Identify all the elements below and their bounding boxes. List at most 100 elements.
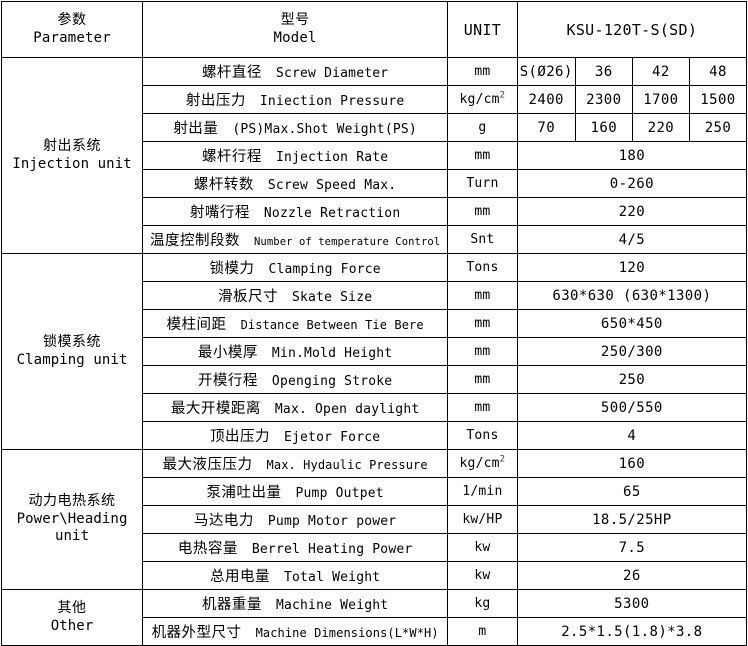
section-group-3: 其他 Other — [0, 589, 144, 646]
row-label-cell: 滑板尺寸 Skate Size — [142, 281, 449, 310]
row-value-cell: 2400 — [516, 85, 576, 114]
row-value-cell: 630*630 (630*1300) — [516, 281, 748, 310]
row-label-cn: 泵浦吐出量 — [206, 485, 282, 501]
row-label-cn: 螺杆行程 — [201, 149, 262, 165]
row-label-cell: 顶出压力 Ejetor Force — [142, 421, 449, 450]
row-value-cell: 2300 — [574, 85, 633, 114]
row-value: 1500 — [700, 91, 736, 108]
table-row: 温度控制段数 Number of temperature Control Snt 4/… — [2, 225, 748, 254]
unit-superscript: 2 — [499, 454, 506, 465]
row-unit-value: mm — [474, 316, 491, 331]
row-label-cn: 马达电力 — [193, 513, 254, 529]
row-label-en: Screw Diameter — [275, 66, 389, 81]
table-row: 最小模厚 Min.Mold Height mm 250/300 — [2, 337, 748, 366]
row-label-cn: 顶出压力 — [209, 429, 270, 445]
row-value: 2300 — [586, 91, 622, 108]
row-value-cell: 42 — [631, 57, 690, 86]
unit-superscript: 2 — [499, 90, 506, 101]
section-group-cn: 动力电热系统 — [28, 493, 116, 510]
row-value-cell: 250 — [688, 113, 748, 142]
row-value-cell: 500/550 — [516, 393, 748, 422]
row-value: 2400 — [528, 91, 564, 108]
row-value: 4 — [627, 427, 637, 444]
row-value-cell: 5300 — [516, 589, 748, 618]
row-unit-value: mm — [474, 64, 491, 79]
row-unit-cell: kg — [447, 589, 518, 618]
row-value-cell: 4/5 — [516, 225, 748, 254]
row-value: 18.5/25HP — [592, 511, 672, 528]
table-row: 动力电热系统 Power\Heading unit 最大液压压力 Max. Hydau… — [0, 449, 748, 590]
row-unit-value: g — [478, 120, 487, 135]
row-label-en: Min.Mold Height — [271, 346, 393, 361]
row-label-en: Iniection Pressure — [259, 94, 405, 109]
row-value-cell: 18.5/25HP — [516, 505, 748, 534]
row-label-cell: 螺杆直径 Screw Diameter — [142, 57, 449, 86]
table-row: 总用电量 Total Weight kw 26 — [2, 561, 748, 590]
row-label-cell: 机器外型尺寸 Machine Dimensions(L*W*H) — [142, 617, 449, 646]
row-value-cell: 70 — [516, 113, 576, 142]
row-label-cn: 机器外型尺寸 — [151, 625, 242, 641]
row-unit-value: kw/HP — [462, 512, 503, 527]
row-value-cell: 250 — [516, 365, 748, 394]
row-value-cell: 65 — [516, 477, 748, 506]
row-value: 1700 — [643, 91, 679, 108]
row-value-cell: 160 — [516, 449, 748, 478]
row-unit-value: Tons — [466, 428, 499, 443]
table-row: 螺杆转数 Screw Speed Max. Turn 0-260 — [2, 169, 748, 198]
row-unit-cell: mm — [447, 393, 518, 422]
row-label-en: (PS)Max.Shot Weight(PS) — [232, 122, 417, 137]
section-group-cn: 其他 — [57, 600, 87, 616]
row-unit-cell: Turn — [447, 169, 518, 198]
row-value: 0-260 — [609, 175, 654, 192]
table-row: 射出压力 Iniection Pressure kg/cm2 2400 2300 1700… — [2, 85, 748, 114]
row-unit-cell: kw — [447, 561, 518, 590]
row-value: 42 — [652, 63, 670, 80]
row-label-cn: 模柱间距 — [166, 317, 227, 333]
table-row: 电热容量 Berrel Heating Power kw 7.5 — [2, 533, 748, 562]
row-unit-value: mm — [474, 372, 491, 387]
row-label-en: Machine Dimensions(L*W*H) — [255, 626, 439, 640]
row-unit-value: Snt — [470, 232, 495, 247]
parameter-header-stack: 参数 Parameter — [2, 12, 142, 46]
section-group-cn: 射出系统 — [43, 138, 102, 154]
table-row: 最大开模距离 Max. Open daylight mm 500/550 — [2, 393, 748, 422]
model-header-cn: 型号 — [280, 12, 310, 29]
row-unit-cell: g — [447, 113, 518, 142]
row-value: 7.5 — [618, 539, 646, 556]
section-group-1: 锁模系统 Clamping unit — [0, 253, 144, 450]
row-value: 220 — [618, 203, 646, 220]
row-value-cell: 0-260 — [516, 169, 748, 198]
row-label-en: Pump Outpet — [295, 486, 384, 501]
row-value-cell: 120 — [516, 253, 748, 282]
table-row: 泵浦吐出量 Pump Outpet 1/min 65 — [2, 477, 748, 506]
row-unit-cell: m — [447, 617, 518, 646]
row-label-cn: 螺杆转数 — [193, 177, 254, 193]
row-value: 500/550 — [600, 399, 663, 416]
row-value: 2.5*1.5(1.8)*3.8 — [561, 623, 703, 640]
row-value-cell: S(Ø26) — [516, 57, 576, 86]
row-unit-cell: kg/cm2 — [447, 85, 518, 114]
row-label-cell: 模柱间距 Distance Between Tie Bere — [142, 309, 449, 338]
row-value-cell: 36 — [574, 57, 633, 86]
row-unit-value: kg/cm — [459, 456, 500, 471]
row-value: 160 — [590, 119, 618, 136]
row-value-cell: 180 — [516, 141, 748, 170]
row-value: 70 — [537, 119, 556, 136]
row-label-cn: 锁模力 — [209, 261, 255, 277]
row-value: 4/5 — [618, 231, 646, 248]
row-label-cn: 最大开模距离 — [170, 401, 261, 417]
row-value: 36 — [594, 63, 613, 80]
row-unit-value: mm — [474, 204, 491, 219]
row-label-cell: 最大开模距离 Max. Open daylight — [142, 393, 449, 422]
row-unit-value: kg — [474, 596, 491, 611]
row-value-cell: 650*450 — [516, 309, 748, 338]
row-value: 48 — [709, 63, 727, 80]
row-unit-cell: mm — [447, 57, 518, 86]
row-label-en: Max. Open daylight — [274, 402, 420, 417]
row-label-cell: 锁模力 Clamping Force — [142, 253, 449, 282]
table-row: 射出系统 Injection unit 螺杆直径 Screw Diameter mm S(… — [0, 57, 748, 254]
row-value: 120 — [618, 259, 646, 276]
row-label-cell: 螺杆转数 Screw Speed Max. — [142, 169, 449, 198]
row-unit-value: m — [478, 624, 487, 639]
row-label-cn: 射出压力 — [185, 93, 246, 109]
